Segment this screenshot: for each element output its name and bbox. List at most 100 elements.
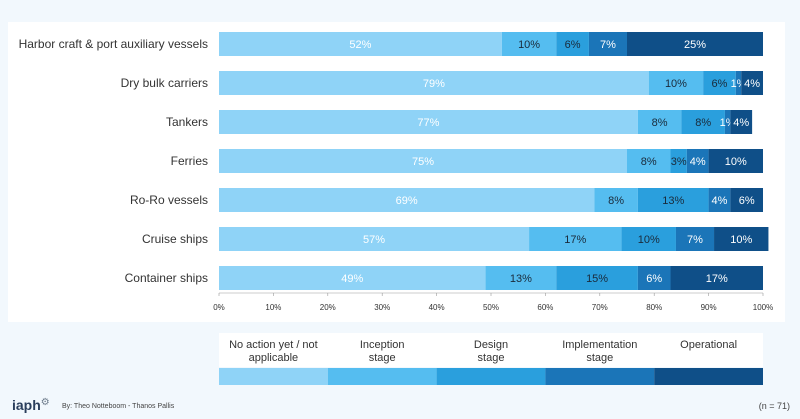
x-tick-label: 10% (265, 303, 281, 312)
bar-segment (730, 110, 753, 134)
bar-segment (219, 188, 595, 212)
iaph-logo: iaph⚙ (12, 397, 50, 413)
data-label: 57% (363, 234, 385, 246)
legend-label: stage (586, 352, 613, 364)
bar-segment (529, 227, 622, 251)
data-label: 8% (652, 117, 668, 129)
legend-panel (219, 333, 763, 367)
x-tick-label: 50% (483, 303, 499, 312)
bar-segment (708, 188, 731, 212)
data-label: 7% (600, 39, 616, 51)
bar-segment (627, 149, 671, 173)
data-label: 3% (671, 156, 687, 168)
data-label: 75% (412, 156, 434, 168)
x-tick-label: 40% (429, 303, 445, 312)
legend-label: Design (474, 339, 508, 351)
legend-swatch (436, 368, 546, 385)
category-label: Tankers (166, 115, 208, 129)
bar-segment (670, 266, 763, 290)
data-label: 77% (417, 117, 439, 129)
data-label: 10% (730, 234, 752, 246)
author-credit: By: Theo Notteboom - Thanos Pallis (62, 403, 175, 410)
data-label: 17% (706, 273, 728, 285)
bar-segment (556, 266, 638, 290)
x-tick-label: 90% (701, 303, 717, 312)
data-label: 49% (341, 273, 363, 285)
data-label: 13% (662, 195, 684, 207)
data-label: 15% (586, 273, 608, 285)
bar-segment (724, 110, 731, 134)
bar-segment (637, 188, 709, 212)
legend-label: stage (478, 352, 505, 364)
category-label: Container ships (125, 271, 208, 285)
bar-segment (730, 188, 763, 212)
bar-segment (219, 149, 627, 173)
x-tick-label: 30% (374, 303, 390, 312)
bar-segment (556, 32, 589, 56)
bar-segment (219, 266, 486, 290)
data-label: 10% (518, 39, 540, 51)
category-label: Ro-Ro vessels (130, 193, 208, 207)
legend-label: Inception (360, 339, 405, 351)
legend-swatch (545, 368, 655, 385)
bar-segment (588, 32, 627, 56)
category-label: Ferries (171, 154, 208, 168)
bar-segment (708, 149, 763, 173)
data-label: 10% (665, 78, 687, 90)
category-label: Cruise ships (142, 232, 208, 246)
bar-segment (485, 266, 557, 290)
bar-segment (219, 71, 649, 95)
data-label: 4% (733, 117, 749, 129)
data-label: 13% (510, 273, 532, 285)
data-label: 6% (565, 39, 581, 51)
bar-segment (735, 71, 742, 95)
data-label: 10% (725, 156, 747, 168)
data-label: 4% (744, 78, 760, 90)
bar-segment (681, 110, 725, 134)
legend-label: No action yet / not (229, 339, 318, 351)
bar-segment (219, 227, 530, 251)
bar-segment (714, 227, 769, 251)
legend-label: applicable (249, 352, 299, 364)
sample-size: (n = 71) (758, 401, 790, 411)
bar-segment (637, 110, 682, 134)
legend-swatch (219, 368, 328, 385)
bar-segment (219, 32, 502, 56)
data-label: 79% (423, 78, 445, 90)
bar-segment (501, 32, 557, 56)
legend-swatch (327, 368, 437, 385)
data-label: 6% (739, 195, 755, 207)
data-label: 8% (641, 156, 657, 168)
data-label: 25% (684, 39, 706, 51)
data-label: 4% (712, 195, 728, 207)
category-label: Harbor craft & port auxiliary vessels (19, 37, 208, 51)
category-label: Dry bulk carriers (121, 76, 208, 90)
data-label: 17% (564, 234, 586, 246)
x-tick-label: 0% (213, 303, 225, 312)
bar-segment (675, 227, 715, 251)
bar-segment (741, 71, 763, 95)
data-label: 8% (695, 117, 711, 129)
data-label: 4% (690, 156, 706, 168)
data-label: 10% (638, 234, 660, 246)
data-label: 6% (712, 78, 728, 90)
bar-segment (637, 266, 671, 290)
data-label: 8% (608, 195, 624, 207)
x-tick-label: 70% (592, 303, 608, 312)
bar-segment (627, 32, 763, 56)
data-label: 7% (687, 234, 703, 246)
bar-segment (670, 149, 687, 173)
x-tick-label: 80% (646, 303, 662, 312)
legend-swatch (654, 368, 763, 385)
data-label: 52% (349, 39, 371, 51)
legend-label: Operational (680, 339, 737, 351)
bar-segment (621, 227, 676, 251)
bar-segment (219, 110, 638, 134)
bar-segment (594, 188, 638, 212)
data-label: 69% (396, 195, 418, 207)
x-tick-label: 60% (537, 303, 553, 312)
data-label: 6% (646, 273, 662, 285)
legend-label: stage (369, 352, 396, 364)
gear-icon: ⚙ (40, 397, 50, 408)
bar-segment (703, 71, 736, 95)
